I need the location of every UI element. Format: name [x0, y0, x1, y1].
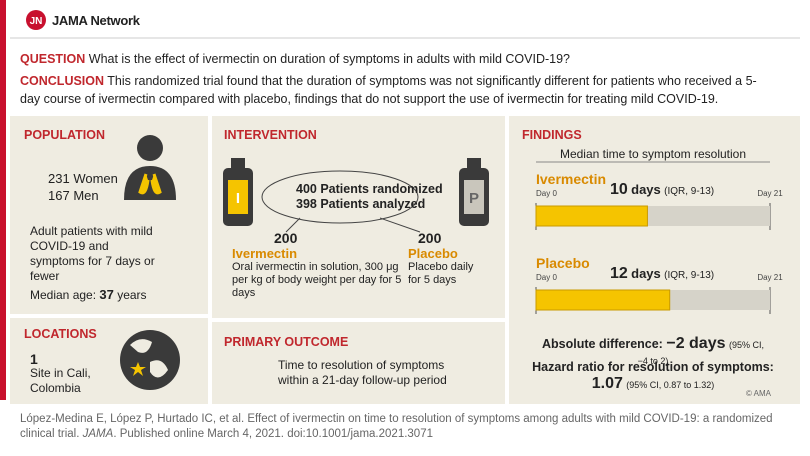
globe-land — [130, 339, 168, 378]
group-result: 10 days (IQR, 9-13) — [610, 182, 714, 199]
findings-subtitle: Median time to symptom resolution — [559, 147, 747, 161]
globe — [120, 330, 180, 390]
copyright: © AMA — [746, 389, 772, 398]
men: 167 Men — [48, 188, 99, 203]
vial-letter: I — [236, 190, 240, 207]
vial-letter: P — [469, 190, 479, 207]
label: Women — [73, 171, 118, 186]
heading: LOCATIONS — [24, 327, 97, 341]
arm-name: Ivermectin — [232, 246, 298, 261]
citation-text: López-Medina E, López P, Hurtado IC, et … — [20, 413, 773, 440]
vial-cap — [467, 158, 481, 168]
randomized: 400 Patients randomized — [296, 182, 443, 197]
lungs-icon — [138, 173, 162, 195]
citation-details: . Published online March 4, 2021. doi:10… — [113, 428, 433, 440]
heading: PRIMARY OUTCOME — [224, 335, 349, 349]
hazard-ratio: 1.07 (95% CI, 0.87 to 1.32) — [536, 376, 770, 393]
vial-label — [228, 180, 248, 214]
group-name: Ivermectin — [536, 171, 607, 187]
unit: years — [117, 288, 147, 302]
count: 167 — [48, 188, 70, 203]
question-text: What is the effect of ivermectin on dura… — [88, 52, 571, 66]
result-iqr: (IQR, 9-13) — [664, 186, 715, 197]
scale-label: Day 21 — [757, 273, 783, 282]
location-text: Site in Cali, Colombia — [30, 366, 91, 395]
ci: (95% CI, −4 to 2) — [637, 340, 764, 366]
arm-name: Placebo — [408, 246, 458, 261]
label: Absolute difference: — [542, 337, 663, 351]
bar — [535, 205, 648, 227]
bar — [535, 289, 671, 311]
analyzed: 398 Patients analyzed — [296, 197, 425, 212]
value: −2 days — [666, 335, 726, 352]
heading: FINDINGS — [522, 128, 582, 142]
group-name: Placebo — [536, 255, 590, 271]
result-days: 10 — [610, 181, 628, 198]
median-age: Median age: 37 years — [30, 287, 147, 303]
question: QUESTION What is the effect of ivermecti… — [20, 50, 800, 68]
count: 398 — [296, 197, 317, 211]
population-panel — [10, 116, 208, 314]
question-label: QUESTION — [20, 52, 86, 66]
logo-text: JN — [30, 16, 43, 27]
heading: POPULATION — [24, 128, 106, 142]
absolute-difference: Absolute difference: −2 days (95% CI, −4… — [536, 336, 770, 369]
enrollment-ellipse — [261, 170, 419, 224]
outcome-text: Time to resolution of symptoms within a … — [278, 358, 447, 387]
arm-description: Oral ivermectin in solution, 300 μg per … — [232, 261, 402, 299]
count: 400 — [296, 182, 317, 196]
red-stripe — [0, 0, 6, 400]
person-head — [137, 135, 163, 161]
count: 231 — [48, 171, 70, 186]
location-count: 1 — [30, 351, 38, 367]
label: Median age: — [30, 288, 97, 302]
conclusion: CONCLUSION This randomized trial found t… — [20, 72, 760, 108]
conclusion-text: This randomized trial found that the dur… — [20, 74, 757, 106]
label: Patients analyzed — [320, 197, 426, 211]
scale-label: Day 21 — [757, 189, 783, 198]
label: Patients randomized — [320, 182, 443, 196]
arm-count: 200 — [274, 230, 298, 246]
journal: JAMA — [82, 428, 114, 440]
arm-count: 200 — [418, 230, 442, 246]
value: 1.07 — [591, 375, 623, 392]
scale-label: Day 0 — [536, 189, 557, 198]
ci: (95% CI, 0.87 to 1.32) — [626, 380, 715, 390]
citation: López-Medina E, López P, Hurtado IC, et … — [20, 412, 800, 442]
arm-connector — [285, 217, 301, 233]
outcome-panel — [212, 322, 505, 404]
vial-label — [464, 180, 484, 214]
group-result: 12 days (IQR, 9-13) — [610, 266, 714, 283]
conclusion-label: CONCLUSION — [20, 74, 105, 88]
result-days: 12 — [610, 265, 628, 282]
intervention-panel — [212, 116, 505, 318]
logo-circle — [26, 10, 46, 30]
population-description: Adult patients with mild COVID-19 and sy… — [30, 224, 155, 283]
vial-cap — [231, 158, 245, 168]
label: Men — [73, 188, 99, 203]
hazard-label: Hazard ratio for resolution of symptoms: — [532, 360, 774, 374]
scale-label: Day 0 — [536, 273, 557, 282]
person-body — [124, 166, 176, 200]
value: 37 — [99, 287, 114, 302]
result-unit: days — [631, 182, 661, 197]
women: 231 Women — [48, 171, 118, 186]
result-iqr: (IQR, 9-13) — [664, 270, 715, 281]
result-unit: days — [631, 266, 661, 281]
arm-description: Placebo daily for 5 days — [408, 261, 474, 286]
brand: JAMA Network — [52, 13, 140, 28]
findings-panel — [509, 116, 800, 404]
location-star — [130, 362, 146, 376]
heading: INTERVENTION — [224, 128, 317, 142]
arm-connector — [379, 217, 421, 233]
